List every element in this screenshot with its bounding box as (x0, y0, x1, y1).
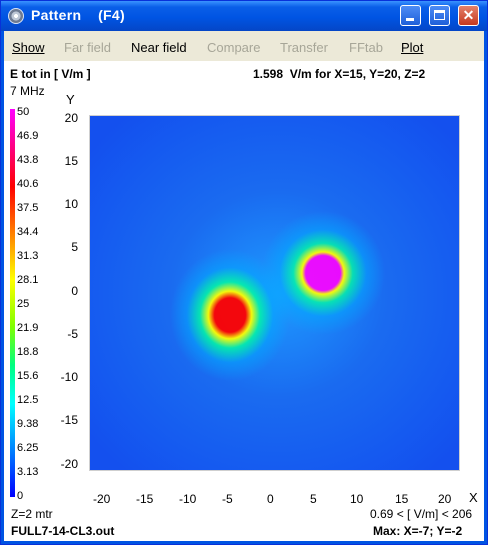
legend-value: 0 (17, 490, 24, 502)
legend-value: 9.38 (17, 418, 39, 430)
legend-value: 31.3 (17, 250, 39, 262)
legend-value: 34.4 (17, 226, 39, 238)
plot-area: E tot in [ V/m ] 1.598 V/m for X=15, Y=2… (4, 61, 484, 541)
legend-value: 43.8 (17, 154, 39, 166)
y-tick: 5 (71, 240, 78, 254)
near-field-plot[interactable] (89, 115, 460, 471)
legend-value: 37.5 (17, 202, 39, 214)
legend-value: 12.5 (17, 394, 39, 406)
minimize-button[interactable] (400, 5, 421, 26)
frequency-label: 7 MHz (10, 84, 45, 98)
legend-value: 3.13 (17, 466, 39, 478)
max-location-label: Max: X=-7; Y=-2 (373, 524, 463, 538)
x-tick: -20 (93, 492, 111, 506)
value-range-label: 0.69 < [ V/m] < 206 (370, 507, 473, 521)
menu-fftab[interactable]: FFtab (349, 40, 383, 55)
menu-bar: Show Far field Near field Compare Transf… (4, 31, 484, 61)
close-button[interactable]: ✕ (458, 5, 479, 26)
legend-value: 21.9 (17, 322, 39, 334)
window-title: Pattern (F4) (31, 7, 125, 23)
menu-show[interactable]: Show (12, 40, 45, 55)
y-tick: 15 (64, 154, 78, 168)
menu-near-field[interactable]: Near field (131, 40, 187, 55)
color-legend-bar (10, 109, 15, 497)
x-tick: 20 (438, 492, 452, 506)
quantity-label: E tot in [ V/m ] (10, 67, 91, 81)
close-icon: ✕ (462, 7, 475, 23)
x-tick: 0 (267, 492, 274, 506)
legend-value: 6.25 (17, 442, 39, 454)
maximize-icon (434, 10, 445, 20)
x-tick: 10 (350, 492, 364, 506)
maximize-button[interactable] (429, 5, 450, 26)
menu-plot[interactable]: Plot (401, 40, 424, 55)
legend-value: 28.1 (17, 274, 39, 286)
y-axis-label: Y (66, 92, 75, 107)
z-level-label: Z=2 mtr (11, 507, 53, 521)
x-tick: -10 (179, 492, 197, 506)
y-tick: 20 (64, 111, 78, 125)
value-readout: 1.598 V/m for X=15, Y=20, Z=2 (253, 67, 426, 81)
x-tick: -5 (222, 492, 233, 506)
y-tick: -15 (60, 413, 78, 427)
app-icon[interactable] (8, 8, 24, 24)
file-name-label: FULL7-14-CL3.out (11, 524, 115, 538)
legend-value: 40.6 (17, 178, 39, 190)
y-tick: -20 (60, 457, 78, 471)
y-tick: -10 (60, 370, 78, 384)
x-tick: 5 (310, 492, 317, 506)
x-axis-label: X (469, 490, 478, 505)
x-tick: -15 (136, 492, 154, 506)
y-tick: 10 (64, 197, 78, 211)
legend-value: 18.8 (17, 346, 39, 358)
y-tick: -5 (67, 327, 78, 341)
y-tick: 0 (71, 284, 78, 298)
menu-transfer[interactable]: Transfer (280, 40, 328, 55)
x-tick: 15 (395, 492, 409, 506)
legend-value: 50 (17, 106, 30, 118)
legend-value: 15.6 (17, 370, 39, 382)
title-bar[interactable]: Pattern (F4) ✕ (1, 1, 487, 31)
minimize-icon (406, 18, 414, 21)
menu-far-field[interactable]: Far field (64, 40, 111, 55)
menu-compare[interactable]: Compare (207, 40, 261, 55)
legend-value: 46.9 (17, 130, 39, 142)
field-intensity-map (89, 115, 460, 471)
legend-value: 25 (17, 298, 30, 310)
